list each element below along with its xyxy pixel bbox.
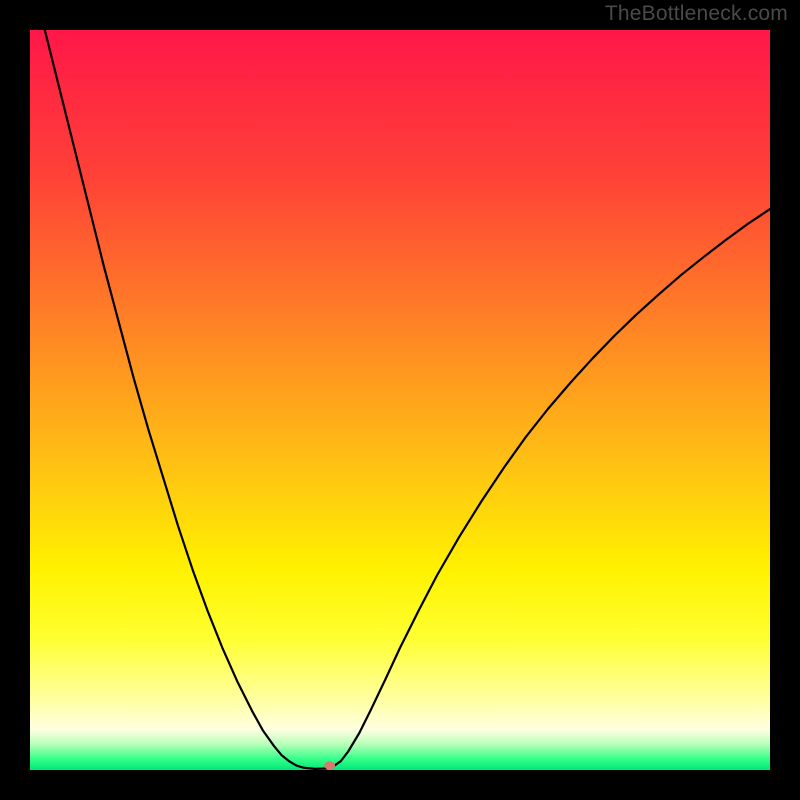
watermark-text: TheBottleneck.com [605,2,788,26]
optimum-marker [324,761,335,769]
chart-svg [30,30,770,770]
chart-plot-area [30,30,770,770]
